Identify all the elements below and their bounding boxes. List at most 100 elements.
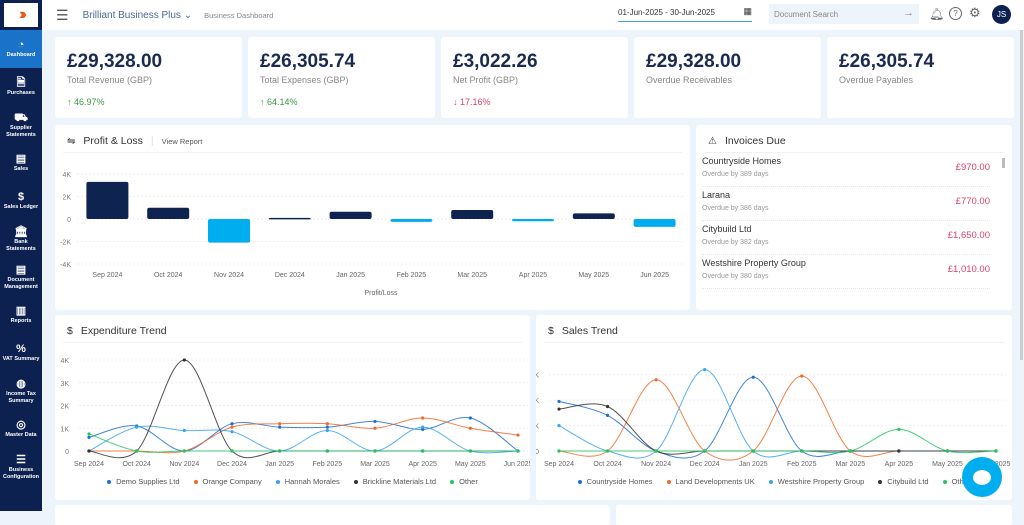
invoice-item[interactable]: Westshire Property Group Overdue by 380 d… <box>702 255 990 289</box>
data-point <box>516 433 520 437</box>
data-point <box>945 449 950 453</box>
y-tick-label: -2K <box>60 240 71 247</box>
avatar[interactable]: JS <box>992 5 1011 24</box>
data-point <box>230 422 234 426</box>
invoice-overdue: Overdue by 389 days <box>702 171 769 178</box>
data-point <box>557 407 561 411</box>
x-tick-label: Mar 2025 <box>457 272 487 279</box>
menu-icon[interactable]: ☰ <box>56 6 69 23</box>
legend-item[interactable]: Westshire Property Group <box>768 477 864 486</box>
logo[interactable]: ››› <box>0 0 42 30</box>
sidebar-item-reports[interactable]: ▥ Reports <box>0 296 42 334</box>
x-tick-label: Oct 2024 <box>154 272 183 279</box>
data-point <box>87 449 91 453</box>
legend-label: Brickline Materials Ltd <box>362 477 437 486</box>
sidebar-item-document-management[interactable]: ▤ Document Management <box>0 258 42 296</box>
sidebar-item-label: Sales Ledger <box>3 204 39 210</box>
date-range-input[interactable]: 01-Jun-2025 - 30-Jun-2025 ▦ <box>618 5 752 22</box>
series-line <box>559 428 997 454</box>
sidebar-item-label: Income Tax Summary <box>6 390 36 404</box>
series-line <box>88 425 519 454</box>
data-point <box>557 449 561 453</box>
top-bar: ☰ Brilliant Business Plus ⌄ Business Das… <box>42 0 1024 30</box>
data-point <box>278 449 282 453</box>
sidebar-item-supplier-statements[interactable]: ⛟ Supplier Statements <box>0 106 42 144</box>
data-point <box>800 374 804 378</box>
data-point <box>516 449 520 453</box>
search-placeholder: Document Search <box>774 10 839 19</box>
arrow-down-icon: ↓ <box>453 97 458 107</box>
x-tick-label: Mar 2025 <box>836 461 866 468</box>
invoice-amount: £1,010.00 <box>947 264 990 275</box>
sidebar-item-income-tax-summary[interactable]: ◍ Income Tax Summary <box>0 372 42 410</box>
kpi-value: £29,328.00 <box>67 51 163 72</box>
data-point <box>325 425 329 429</box>
sales-trend-chart: 3K 2K 1K 0 Sep 2024 Oct 2024 Nov 2024 Dec 2024 J… <box>536 368 1011 468</box>
kpi-value: £26,305.74 <box>260 51 356 72</box>
bell-icon[interactable]: 🔔︎ <box>929 7 945 21</box>
sidebar-item-vat-summary[interactable]: % VAT Summary <box>0 334 42 372</box>
sidebar-item-sales[interactable]: ▤ Sales <box>0 144 42 182</box>
legend: Countryside Homes Land Developments UK Wes… <box>536 477 1012 486</box>
invoice-item[interactable]: Citybuild Ltd Overdue by 382 days £1,650.0… <box>702 221 990 255</box>
kpi-value: £3,022.26 <box>453 51 538 72</box>
invoices-due-panel: ⚠ Invoices Due Countryside Homes Overdue b… <box>696 125 1012 310</box>
legend-item[interactable]: Other <box>942 477 970 486</box>
panel-title: Sales Trend <box>561 325 618 337</box>
legend-item[interactable]: Demo Supplies Ltd <box>107 477 180 486</box>
document-search-input[interactable]: Document Search → <box>769 4 919 24</box>
chat-button[interactable] <box>962 457 1002 497</box>
legend-item[interactable]: Orange Company <box>193 477 262 486</box>
data-point <box>325 428 329 433</box>
reports-icon: ▥ <box>15 305 27 317</box>
sidebar-item-bank-statements[interactable]: 🏛 Bank Statements <box>0 220 42 258</box>
data-point <box>325 449 329 453</box>
scrollbar[interactable] <box>1002 158 1005 168</box>
legend-item[interactable]: Land Developments UK <box>666 477 755 486</box>
arrow-up-icon: ↑ <box>260 97 265 107</box>
view-report-link[interactable]: View Report <box>161 136 203 146</box>
sidebar-item-dashboard[interactable]: ◔ Dashboard <box>0 30 42 68</box>
bar <box>268 217 311 220</box>
invoice-customer: Larana <box>702 190 731 200</box>
tax-bag-icon: ◍ <box>16 377 26 390</box>
page-scrollbar[interactable] <box>1020 30 1023 360</box>
sidebar-item-purchases[interactable]: 🗎 Purchases <box>0 68 42 106</box>
legend-item[interactable]: Other <box>450 477 478 486</box>
sidebar-item-sales-ledger[interactable]: $ Sales Ledger <box>0 182 42 220</box>
invoice-item[interactable]: Larana Overdue by 386 days £770.00 <box>702 187 990 221</box>
app-switcher[interactable]: Brilliant Business Plus ⌄ <box>83 10 193 21</box>
sidebar-item-business-configuration[interactable]: ☰ Business Configuration <box>0 448 42 486</box>
kpi-label: Total Expenses (GBP) <box>260 75 349 85</box>
data-point <box>182 428 186 433</box>
legend-label: Hannah Morales <box>284 477 340 486</box>
data-point <box>897 449 901 453</box>
arrow-right-icon[interactable]: → <box>903 7 914 19</box>
sidebar-item-master-data[interactable]: ◎ Master Data <box>0 410 42 448</box>
y-tick-label: 0 <box>536 449 539 456</box>
legend-item[interactable]: Citybuild Ltd <box>878 477 929 486</box>
panel-title: Profit & Loss <box>83 135 143 147</box>
data-point <box>373 449 377 453</box>
calendar-icon[interactable]: ▦ <box>743 6 752 16</box>
legend-item[interactable]: Hannah Morales <box>275 477 340 486</box>
data-point <box>848 449 852 453</box>
x-tick-label: Dec 2024 <box>275 272 305 279</box>
data-point <box>373 419 377 424</box>
database-icon: ◎ <box>16 419 26 431</box>
data-point <box>182 358 186 362</box>
invoice-customer: Citybuild Ltd <box>702 224 752 234</box>
x-tick-label: Nov 2024 <box>641 461 671 468</box>
legend-item[interactable]: Brickline Materials Ltd <box>353 477 437 486</box>
legend-item[interactable]: Countryside Homes <box>577 477 653 486</box>
arrow-up-icon: ↑ <box>67 97 72 107</box>
bar <box>390 219 433 222</box>
sales-trend-panel: $ Sales Trend 3K 2K 1K 0 Sep 2024 Oct 2024 Nov … <box>536 315 1012 500</box>
x-tick-label: Oct 2024 <box>122 461 151 468</box>
profit-loss-chart: 4K 2K 0 -2K -4K Sep 2024 Oct 2024 Nov 2024 Dec 2… <box>60 172 685 297</box>
invoice-item[interactable]: Countryside Homes Overdue by 389 days £970… <box>702 153 990 187</box>
gear-icon[interactable]: ⚙ <box>969 5 981 20</box>
help-icon[interactable]: ? <box>949 7 962 20</box>
sales-search-icon: $ <box>548 325 554 337</box>
data-point <box>468 426 472 430</box>
